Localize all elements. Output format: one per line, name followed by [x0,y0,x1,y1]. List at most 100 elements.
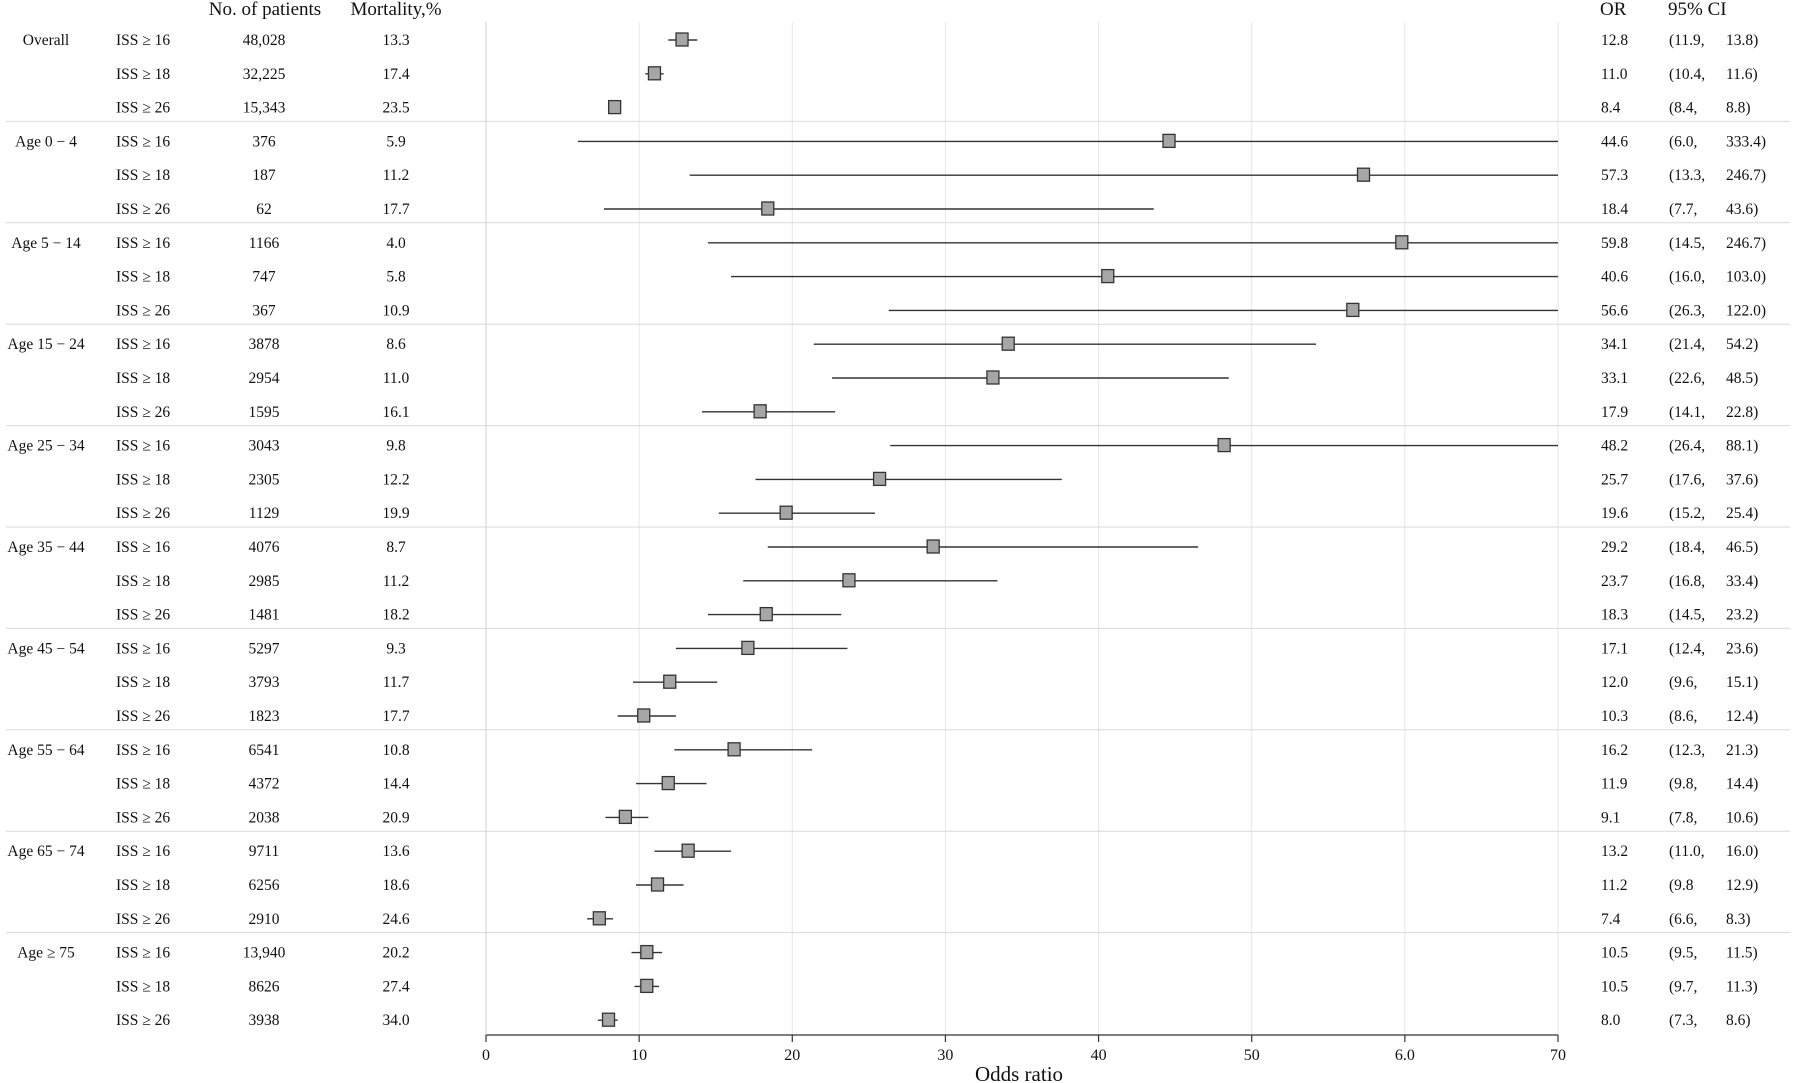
ci-lower-value: (26.4, [1669,438,1705,455]
x-axis: Odds ratio 0 10 20 30 40 50 6.0 70 [482,22,1566,1083]
iss-label: ISS ≥ 18 [116,573,170,590]
ci-upper-value: 25.4) [1726,505,1758,522]
ci-lower-value: (8.6, [1669,708,1697,725]
iss-label: ISS ≥ 26 [116,404,170,421]
or-marker [761,201,775,216]
iss-label: ISS ≥ 16 [116,945,170,962]
or-marker [1217,437,1231,453]
mortality-value: 4.0 [386,235,406,252]
patients-value: 747 [252,269,276,286]
ci-lower-value: (8.4, [1669,100,1697,117]
or-value: 57.3 [1601,167,1628,184]
header-no-of-patients: No. of patients [209,0,321,20]
group-label: Age 0 − 4 [15,133,77,150]
or-value: 56.6 [1601,302,1628,319]
or-marker [926,539,940,554]
or-marker [592,911,606,926]
or-value: 29.2 [1601,539,1628,556]
or-marker [607,99,622,115]
ci-lower-value: (9.5, [1669,945,1697,962]
ci-upper-value: 8.8) [1726,100,1751,117]
iss-label: ISS ≥ 16 [116,336,170,353]
mortality-value: 11.2 [383,573,410,590]
ci-upper-value: 43.6) [1726,201,1758,218]
mortality-value: 11.7 [383,674,410,691]
or-value: 8.4 [1601,100,1621,117]
ci-upper-value: 22.8) [1726,404,1758,421]
or-marker [1162,133,1176,149]
or-value: 40.6 [1601,269,1628,286]
column-headers: No. of patients Mortality,% OR 95% CI [209,0,1727,20]
patients-value: 62 [256,201,272,218]
iss-label: ISS ≥ 26 [116,809,170,826]
ci-lower-value: (14.1, [1669,404,1705,421]
patients-value: 1481 [249,607,280,624]
or-value: 44.6 [1601,133,1628,150]
or-marker [1346,302,1360,318]
mortality-value: 23.5 [382,100,409,117]
or-value: 13.2 [1601,843,1628,860]
patients-value: 4372 [249,776,280,793]
or-marker [1356,167,1371,182]
x-tick-label: 40 [1091,1047,1107,1064]
or-value: 16.2 [1601,742,1628,759]
patients-value: 367 [252,302,276,319]
ci-lower-value: (9.7, [1669,978,1697,995]
or-value: 18.3 [1601,607,1628,624]
patients-value: 3043 [249,438,280,455]
iss-label: ISS ≥ 18 [116,370,170,387]
or-value: 25.7 [1601,471,1628,488]
iss-label: ISS ≥ 16 [116,640,170,657]
or-value: 12.0 [1601,674,1628,691]
or-marker [650,877,665,892]
iss-label: ISS ≥ 18 [116,167,170,184]
or-value: 7.4 [1601,911,1621,928]
group-label: Age 5 − 14 [11,235,81,252]
group-label: Age ≥ 75 [17,945,75,962]
iss-label: ISS ≥ 26 [116,100,170,117]
patients-value: 1129 [249,505,280,522]
ci-lower-value: (12.3, [1669,742,1705,759]
patients-value: 3793 [249,674,280,691]
patients-value: 2985 [249,573,280,590]
patients-value: 5297 [249,640,280,657]
ci-lower-value: (14.5, [1669,235,1705,252]
mortality-value: 24.6 [382,911,409,928]
or-marker [872,471,887,487]
x-tick-label: 0 [482,1047,490,1064]
mortality-value: 9.8 [386,438,406,455]
or-value: 11.9 [1601,776,1628,793]
iss-label: ISS ≥ 16 [116,235,170,252]
mortality-value: 34.0 [382,1012,409,1029]
or-value: 10.3 [1601,708,1628,725]
or-value: 8.0 [1601,1012,1621,1029]
ci-lower-value: (9.6, [1669,674,1697,691]
or-value: 19.6 [1601,505,1628,522]
ci-upper-value: 11.5) [1726,945,1758,962]
iss-label: ISS ≥ 26 [116,708,170,725]
ci-upper-value: 33.4) [1726,573,1758,590]
ci-lower-value: (26.3, [1669,302,1705,319]
or-value: 12.8 [1601,32,1628,49]
group-label: Age 65 − 74 [7,843,84,860]
mortality-value: 14.4 [382,776,409,793]
ci-lower-value: (12.4, [1669,640,1705,657]
ci-lower-value: (14.5, [1669,607,1705,624]
or-value: 10.5 [1601,978,1628,995]
patients-value: 6256 [249,877,280,894]
group-label: Age 45 − 54 [7,640,84,657]
or-value: 10.5 [1601,945,1628,962]
iss-label: ISS ≥ 18 [116,471,170,488]
x-tick-label: 6.0 [1395,1047,1415,1064]
ci-upper-value: 10.6) [1726,809,1758,826]
ci-upper-value: 48.5) [1726,370,1758,387]
ci-lower-value: (6.6, [1669,911,1697,928]
iss-label: ISS ≥ 16 [116,742,170,759]
ci-upper-value: 8.6) [1726,1012,1751,1029]
group-label: Age 25 − 34 [7,438,84,455]
x-tick-label: 20 [784,1047,800,1064]
or-marker [1001,336,1015,351]
group-label: Age 55 − 64 [7,742,84,759]
iss-label: ISS ≥ 16 [116,32,170,49]
mortality-value: 17.4 [382,66,409,83]
